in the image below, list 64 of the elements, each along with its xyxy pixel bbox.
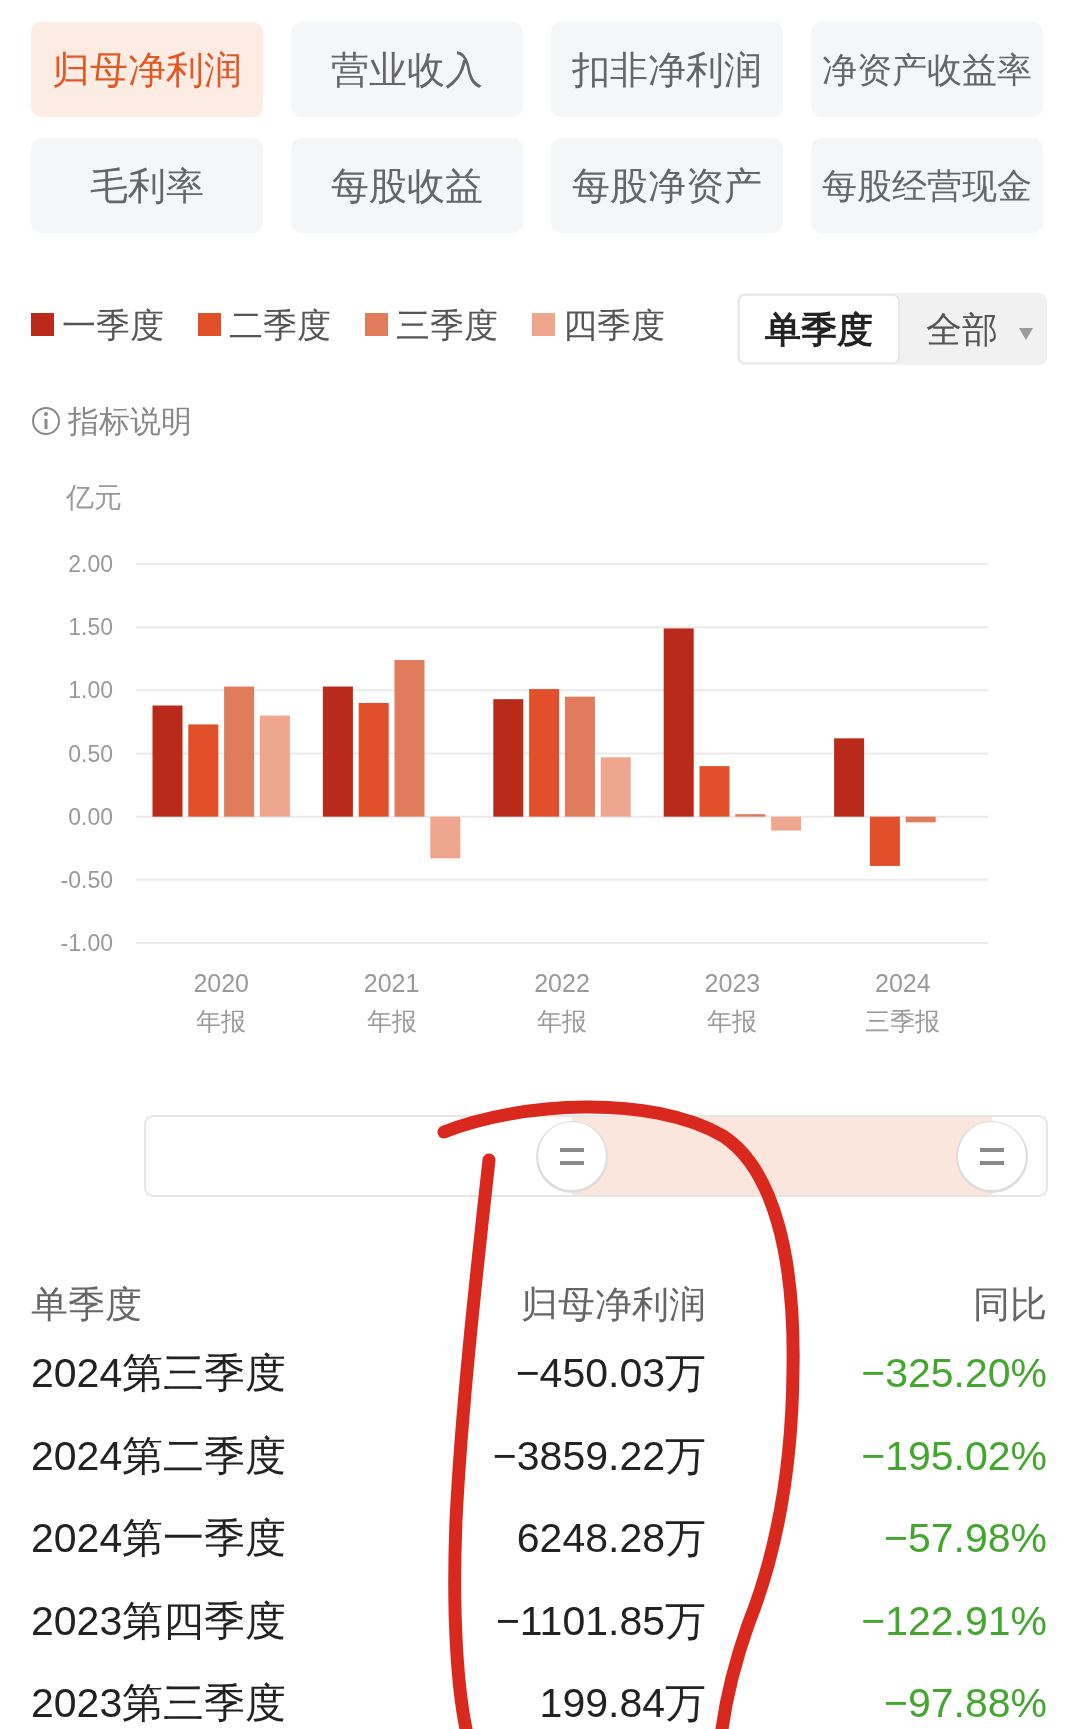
metric-tab: 扣非净利润 bbox=[551, 22, 783, 117]
x-tick-label: 2021 年报 bbox=[363, 969, 420, 1035]
legend-label: 一季度 bbox=[62, 306, 164, 344]
metric-tab: 净资产收益率 bbox=[811, 22, 1043, 117]
bar bbox=[358, 702, 389, 817]
text: 同比 bbox=[973, 1284, 1047, 1325]
text: 6248.28万 bbox=[516, 1515, 706, 1561]
x-tick-label: 2024 三季报 bbox=[865, 969, 941, 1035]
bar bbox=[869, 816, 900, 866]
text: −3859.22万 bbox=[492, 1432, 706, 1479]
metric-tab: 每股收益 bbox=[291, 138, 523, 233]
text: 单季度 bbox=[31, 1284, 142, 1325]
text: 2024第三季度 bbox=[31, 1350, 287, 1396]
bar bbox=[529, 689, 560, 817]
text: −97.88% bbox=[884, 1680, 1047, 1726]
text: 2023第三季度 bbox=[31, 1680, 287, 1726]
y-tick-label: 1.50 bbox=[68, 614, 113, 641]
text: 归母净利润 bbox=[521, 1284, 706, 1325]
bar bbox=[224, 686, 255, 817]
y-tick-label: 0.50 bbox=[68, 740, 113, 767]
y-axis-title: 亿元 bbox=[65, 482, 122, 513]
y-tick-label: -1.00 bbox=[60, 930, 113, 956]
text: −1101.85万 bbox=[495, 1597, 706, 1644]
x-tick-label: 2022 年报 bbox=[534, 969, 590, 1035]
bar bbox=[259, 715, 290, 817]
metric-tab: 营业收入 bbox=[291, 22, 523, 117]
text: −122.91% bbox=[861, 1597, 1047, 1644]
metric-tab-selected: 归母净利润 bbox=[31, 22, 263, 117]
y-tick-label: 1.00 bbox=[68, 677, 113, 704]
bar bbox=[430, 816, 461, 859]
metric-tab: 每股经营现金 bbox=[811, 138, 1043, 233]
x-tick-label: 2023 年报 bbox=[704, 969, 761, 1035]
y-tick-label: 0.00 bbox=[68, 803, 113, 830]
text: −195.02% bbox=[861, 1432, 1047, 1479]
text: 2024第二季度 bbox=[31, 1432, 287, 1479]
text: 199.84万 bbox=[539, 1680, 706, 1726]
x-tick-label: 2020 年报 bbox=[193, 969, 250, 1035]
text: 2023第四季度 bbox=[31, 1597, 287, 1644]
bar bbox=[493, 699, 524, 817]
bar bbox=[394, 660, 425, 817]
bar bbox=[699, 766, 730, 817]
bar bbox=[152, 705, 183, 817]
legend-label: 三季度 bbox=[396, 306, 498, 344]
text: −450.03万 bbox=[515, 1350, 706, 1396]
bar bbox=[322, 686, 353, 817]
text: −325.20% bbox=[861, 1350, 1047, 1396]
text: 指标说明 bbox=[67, 404, 192, 439]
text: 2024第一季度 bbox=[31, 1515, 287, 1561]
text: −57.98% bbox=[884, 1515, 1047, 1561]
bar bbox=[735, 814, 766, 817]
legend-label: 二季度 bbox=[229, 306, 331, 344]
bar bbox=[834, 738, 865, 817]
bar bbox=[188, 724, 219, 817]
bar bbox=[663, 628, 694, 817]
metric-tab: 毛利率 bbox=[31, 138, 263, 233]
metric-tab: 每股净资产 bbox=[551, 138, 783, 233]
bar bbox=[771, 816, 802, 831]
y-tick-label: 2.00 bbox=[68, 551, 113, 577]
text: 全部 bbox=[926, 309, 998, 350]
toggle-option-selected: 单季度 bbox=[738, 294, 900, 364]
bar bbox=[600, 757, 631, 817]
legend-label: 四季度 bbox=[563, 306, 665, 344]
bar bbox=[564, 696, 595, 817]
y-tick-label: -0.50 bbox=[60, 866, 113, 893]
